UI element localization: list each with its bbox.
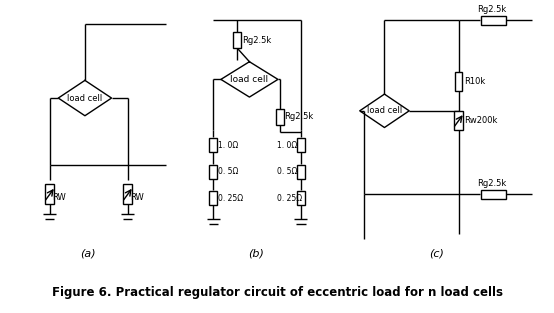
- Text: 0. 5Ω: 0. 5Ω: [277, 167, 297, 176]
- Text: load cell: load cell: [367, 106, 402, 115]
- Bar: [209, 191, 217, 205]
- Text: load cell: load cell: [67, 94, 102, 103]
- Text: Rw200k: Rw200k: [464, 116, 497, 125]
- Bar: [481, 16, 506, 25]
- Bar: [45, 184, 54, 204]
- Bar: [481, 190, 506, 199]
- Text: 0. 5Ω: 0. 5Ω: [218, 167, 238, 176]
- Text: R10k: R10k: [464, 77, 485, 86]
- Text: RW: RW: [131, 193, 144, 202]
- Bar: [455, 72, 463, 91]
- Bar: [123, 184, 132, 204]
- Text: 0. 25Ω: 0. 25Ω: [218, 194, 243, 203]
- Bar: [297, 191, 305, 205]
- Text: (c): (c): [429, 248, 444, 258]
- Text: Figure 6. Practical regulator circuit of eccentric load for n load cells: Figure 6. Practical regulator circuit of…: [52, 286, 502, 299]
- Text: Rg2.5k: Rg2.5k: [242, 36, 271, 45]
- Text: Rg2.5k: Rg2.5k: [285, 112, 314, 121]
- Bar: [297, 165, 305, 179]
- Text: Rg2.5k: Rg2.5k: [478, 5, 506, 14]
- Bar: [297, 138, 305, 152]
- Text: 0. 25Ω: 0. 25Ω: [277, 194, 302, 203]
- Text: 1. 0Ω: 1. 0Ω: [277, 141, 297, 150]
- Bar: [209, 138, 217, 152]
- Bar: [276, 109, 284, 125]
- Text: Rg2.5k: Rg2.5k: [478, 179, 506, 188]
- Bar: [454, 111, 463, 131]
- Text: (b): (b): [248, 248, 264, 258]
- Text: (a): (a): [80, 248, 96, 258]
- Text: load cell: load cell: [230, 75, 269, 84]
- Text: 1. 0Ω: 1. 0Ω: [218, 141, 238, 150]
- Bar: [209, 165, 217, 179]
- Bar: [233, 32, 241, 48]
- Text: RW: RW: [53, 193, 66, 202]
